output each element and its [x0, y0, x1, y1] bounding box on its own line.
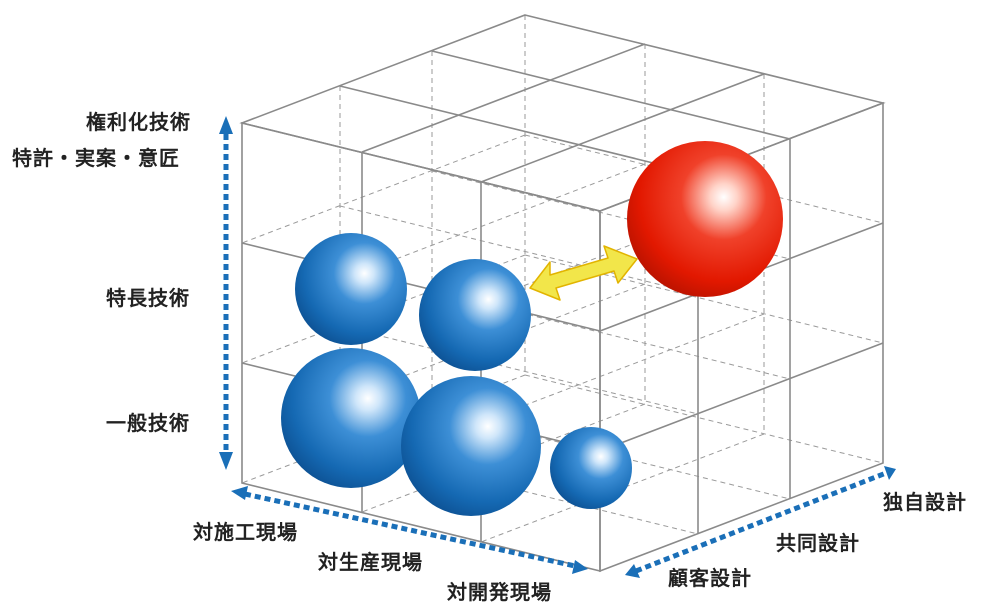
- blue-sphere-general-construction: [281, 348, 421, 488]
- blue-sphere-general-development: [550, 427, 632, 509]
- front-label-development-site: 対開発現場: [447, 580, 552, 604]
- red-sphere-patented-independent: [627, 141, 783, 297]
- vertical-label-general: 一般技術: [106, 411, 190, 435]
- front-label-construction-site: 対施工現場: [193, 520, 298, 544]
- blue-sphere-characteristic-construction: [295, 233, 407, 345]
- side-axis-arrow: [625, 466, 896, 578]
- side-label-customer-design: 顧客設計: [668, 566, 752, 590]
- side-label-independent-design: 独自設計: [883, 490, 967, 514]
- front-label-production-site: 対生産現場: [318, 550, 423, 574]
- blue-sphere-characteristic-production: [419, 259, 531, 371]
- spheres: [281, 141, 783, 516]
- vertical-axis-arrow: [219, 116, 233, 470]
- front-axis-arrow: [231, 486, 588, 574]
- double-headed-arrow-icon: [529, 245, 638, 301]
- blue-sphere-general-production: [401, 376, 541, 516]
- vertical-label-characteristic: 特長技術: [106, 286, 190, 310]
- vertical-label-patented-sub: 特許・実案・意匠: [12, 146, 180, 170]
- vertical-label-patented: 権利化技術: [86, 110, 191, 134]
- side-label-joint-design: 共同設計: [776, 531, 860, 555]
